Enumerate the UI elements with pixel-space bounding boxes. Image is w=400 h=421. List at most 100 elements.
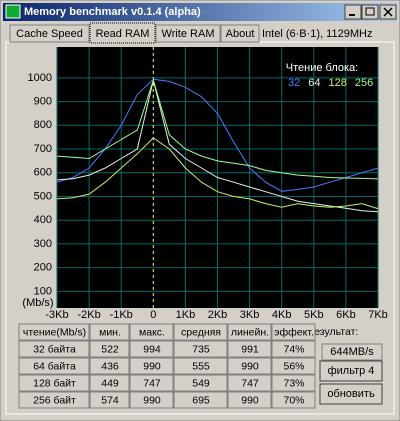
- table-cell: [89, 374, 130, 392]
- series-line: [56, 78, 379, 192]
- y-tick-label: 200: [34, 262, 52, 274]
- y-tick-label: 1000: [28, 72, 52, 84]
- table-cell: [227, 340, 272, 358]
- x-tick-label: 7Kb: [368, 309, 388, 321]
- series-line: [56, 137, 379, 210]
- table-cell-text: 64 байта: [33, 360, 76, 372]
- tab-label[interactable]: Write RAM: [162, 28, 215, 40]
- legend-entry: 256: [355, 77, 373, 89]
- x-tick-label: -3Kb: [45, 309, 68, 321]
- table-cell-text: 735: [192, 343, 210, 355]
- table-cell: [129, 323, 174, 341]
- table-cell: [129, 357, 174, 375]
- table-cell-text: 990: [241, 360, 259, 372]
- x-tick-label: -2Kb: [77, 309, 100, 321]
- table-cell: [227, 391, 272, 409]
- table-cell-text: 574: [101, 394, 119, 406]
- table-cell: [18, 374, 90, 392]
- button[interactable]: [319, 360, 383, 382]
- button-label[interactable]: фильтр 4: [328, 365, 375, 377]
- tab-label[interactable]: Read RAM: [96, 28, 150, 40]
- series-line: [56, 78, 379, 180]
- maximize-icon: [365, 7, 375, 16]
- app-icon: [5, 4, 21, 19]
- table-cell: [89, 340, 130, 358]
- legend-entry: 32: [288, 77, 300, 89]
- tab-label[interactable]: About: [226, 28, 255, 40]
- table-cell: [271, 374, 316, 392]
- table-cell: [89, 357, 130, 375]
- tab[interactable]: [9, 24, 90, 43]
- table-cell: [18, 391, 90, 409]
- table-cell: [227, 357, 272, 375]
- x-tick-label: 3Kb: [240, 309, 260, 321]
- table-header: средняя: [181, 326, 221, 338]
- table-cell-text: 990: [241, 394, 259, 406]
- table-cell: [173, 323, 228, 341]
- table-cell-text: 994: [143, 343, 161, 355]
- table-cell: [173, 357, 228, 375]
- maximize-button[interactable]: [361, 4, 379, 20]
- table-cell-text: 70%: [283, 394, 304, 406]
- result-value: 644MB/s: [330, 346, 374, 358]
- table-cell: [271, 323, 316, 341]
- table-cell-text: 32 байта: [33, 343, 76, 355]
- table-cell-text: 56%: [283, 360, 304, 372]
- window-title: Memory benchmark v0.1.4 (alpha): [24, 6, 201, 18]
- table-cell-text: 449: [101, 377, 119, 389]
- tab-label[interactable]: Cache Speed: [16, 28, 83, 40]
- y-tick-label: 700: [34, 143, 52, 155]
- x-tick-label: 1Kb: [176, 309, 196, 321]
- x-tick-label: 5Kb: [304, 309, 324, 321]
- result-label: Результат:: [308, 326, 359, 338]
- x-tick-label: 0: [150, 309, 156, 321]
- table-cell: [129, 374, 174, 392]
- y-tick-label: 500: [34, 190, 52, 202]
- table-cell: [89, 323, 130, 341]
- table-cell-text: 990: [143, 394, 161, 406]
- legend-title: Чтение блока:: [286, 62, 358, 74]
- table-cell: [271, 357, 316, 375]
- table-cell-text: 747: [241, 377, 259, 389]
- table-header: мин.: [99, 326, 121, 338]
- y-tick-label: 300: [34, 238, 52, 250]
- table-cell-text: 74%: [283, 343, 304, 355]
- table-cell: [227, 323, 272, 341]
- table-header: линейн.: [231, 326, 269, 338]
- y-tick-label: 900: [34, 95, 52, 107]
- title-bar: [3, 3, 397, 21]
- series-line: [56, 80, 379, 213]
- minimize-button[interactable]: [344, 4, 362, 20]
- x-tick-label: 4Kb: [272, 309, 292, 321]
- table-cell-text: 256 байт: [33, 394, 76, 406]
- tab[interactable]: [89, 22, 156, 44]
- table-cell: [18, 340, 90, 358]
- table-cell: [18, 357, 90, 375]
- window-controls[interactable]: [344, 4, 397, 20]
- button-label[interactable]: обновить: [327, 388, 375, 400]
- x-tick-label: 6Kb: [336, 309, 356, 321]
- tab[interactable]: [220, 24, 260, 43]
- legend-entry: 64: [308, 77, 320, 89]
- result-box: [321, 343, 383, 361]
- y-tick-label: 800: [34, 119, 52, 131]
- table-cell-text: 73%: [283, 377, 304, 389]
- table-header: макс.: [139, 326, 165, 338]
- table-cell-text: 549: [192, 377, 210, 389]
- y-axis-label: (Mb/s): [22, 297, 53, 309]
- tab[interactable]: [155, 24, 221, 43]
- y-tick-label: 100: [34, 285, 52, 297]
- table-cell: [18, 323, 90, 341]
- button[interactable]: [319, 383, 383, 405]
- table-cell: [173, 340, 228, 358]
- table-cell: [271, 391, 316, 409]
- table-cell-text: 128 байт: [33, 377, 76, 389]
- table-cell: [129, 391, 174, 409]
- table-cell: [173, 374, 228, 392]
- table-cell: [129, 340, 174, 358]
- table-cell-text: 747: [143, 377, 161, 389]
- table-cell-text: 990: [143, 360, 161, 372]
- table-cell: [173, 391, 228, 409]
- table-cell: [271, 340, 316, 358]
